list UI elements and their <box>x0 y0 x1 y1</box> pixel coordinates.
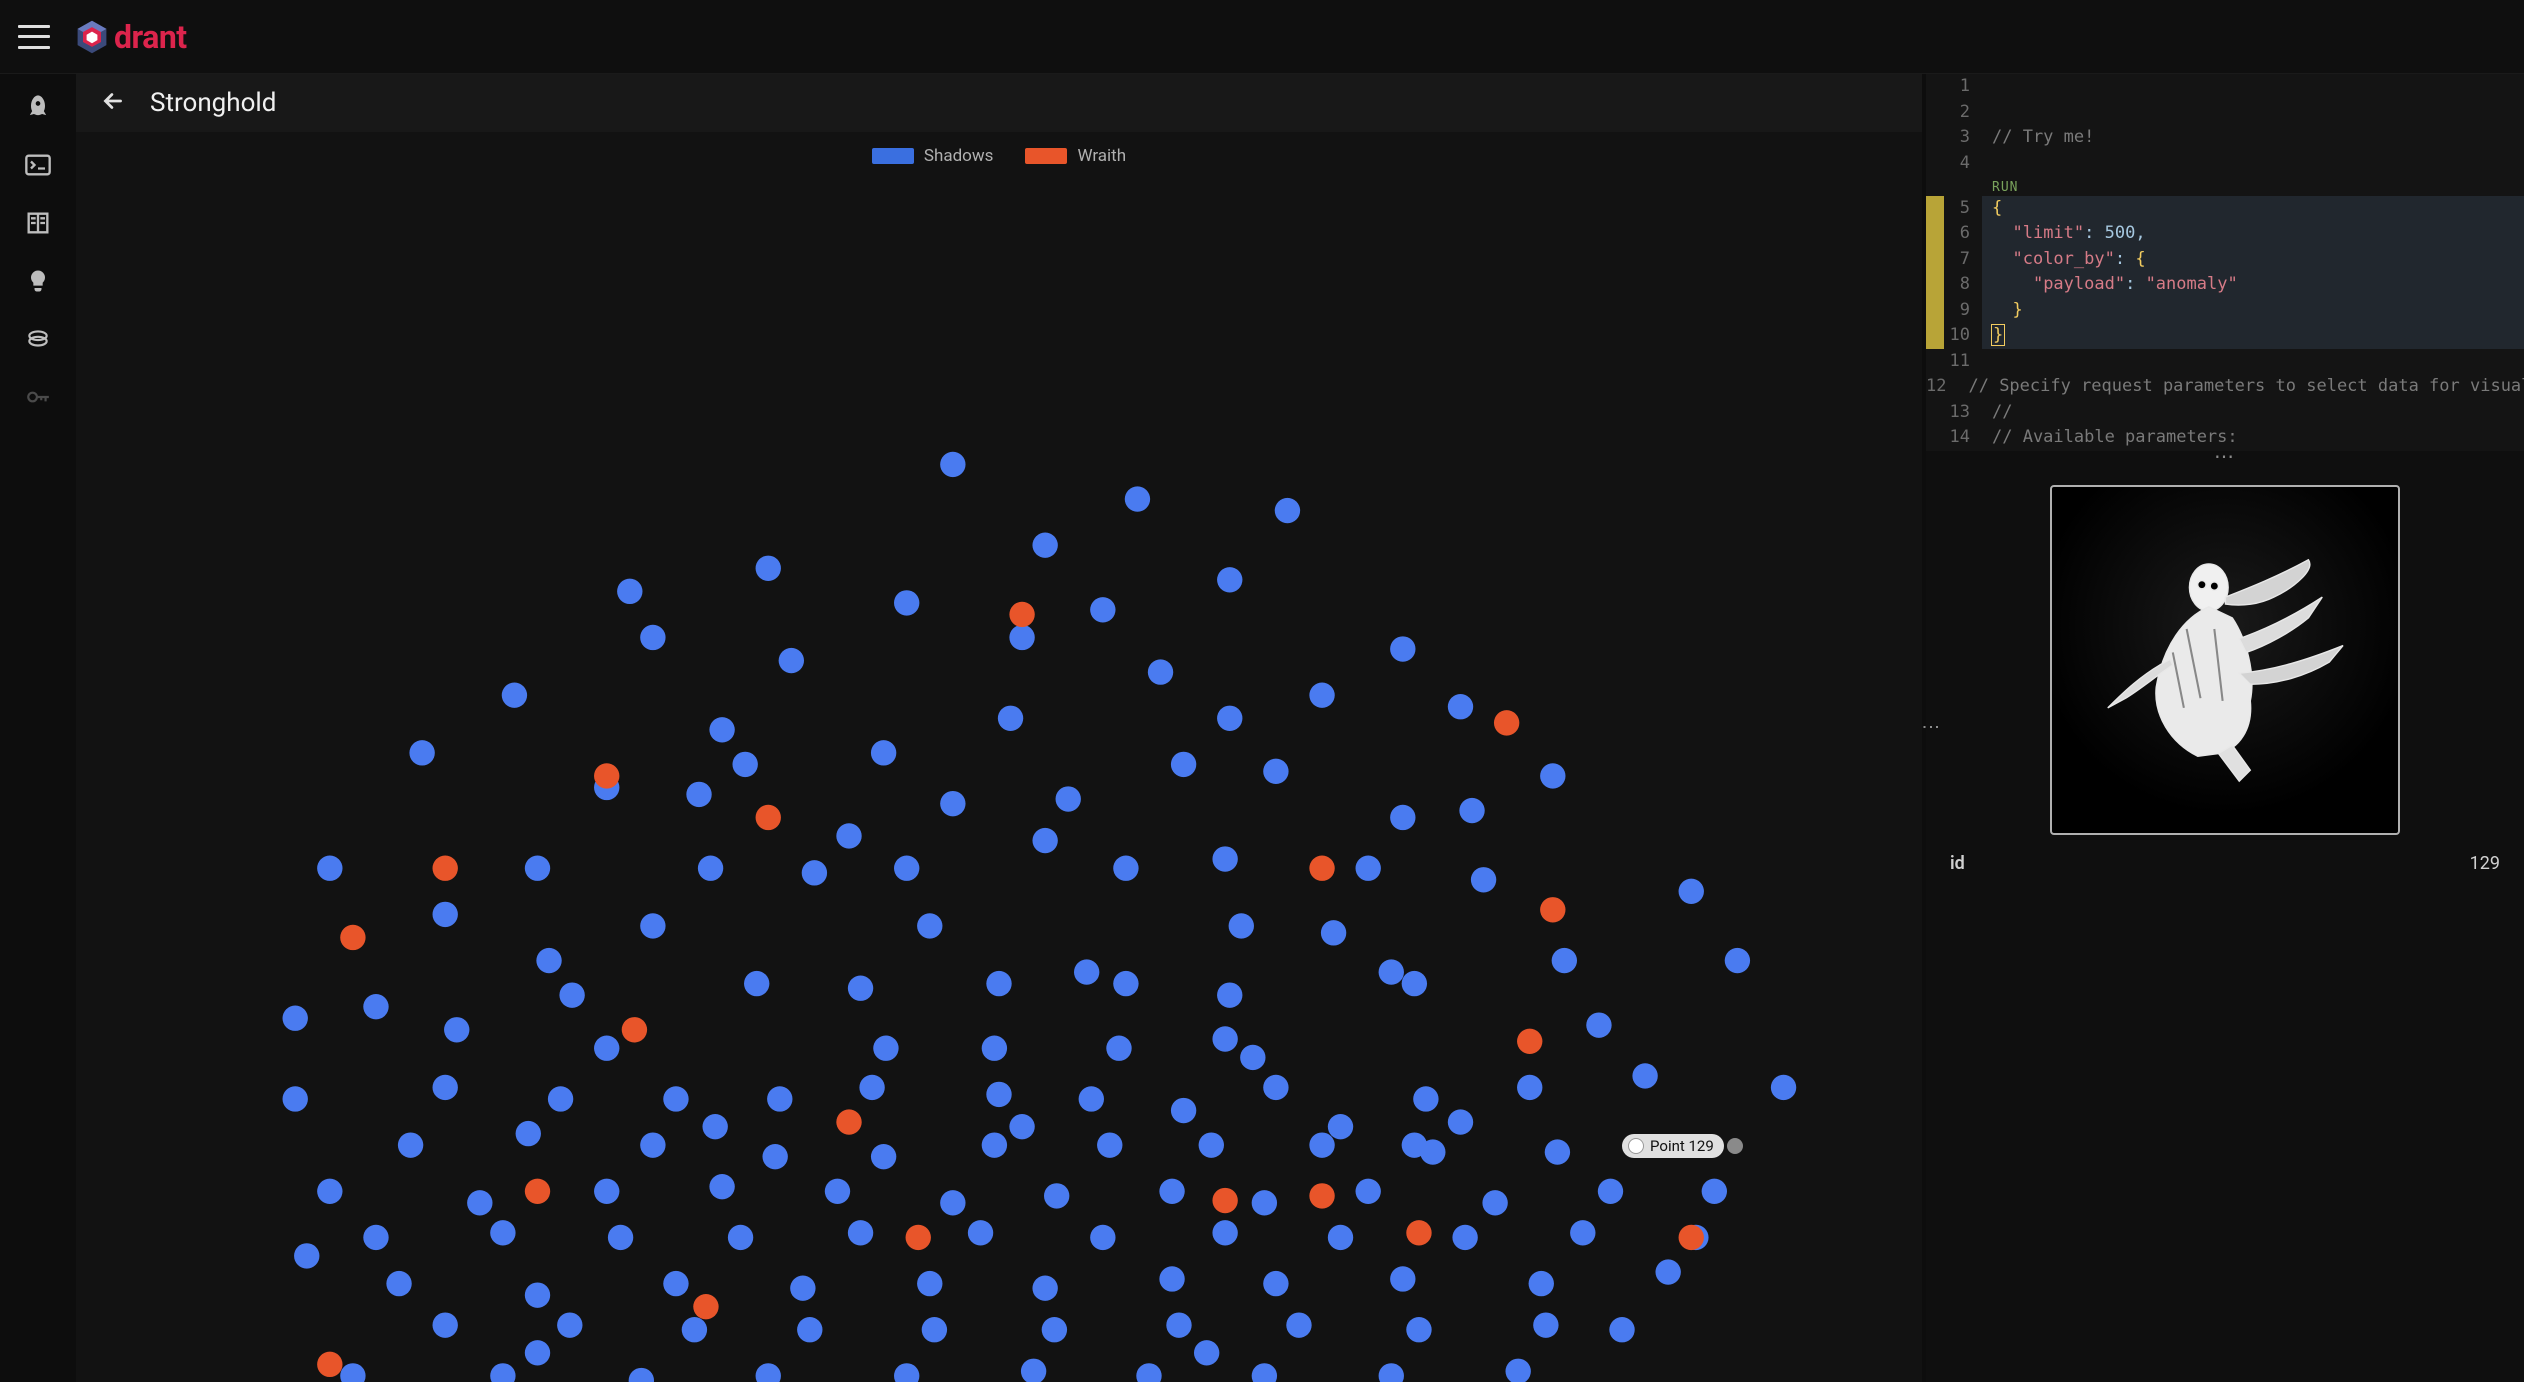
drag-handle-icon: ⋮ <box>1920 718 1941 738</box>
legend-item-wraith[interactable]: Wraith <box>1025 146 1126 166</box>
legend-swatch <box>1025 148 1067 164</box>
point-tooltip: Point 129 <box>1622 1134 1724 1158</box>
brand-name: drant <box>114 18 187 56</box>
key-icon[interactable] <box>23 382 53 412</box>
tooltip-label: Point 129 <box>1650 1137 1714 1155</box>
viz-header: Stronghold <box>76 74 1922 132</box>
detail-key: id <box>1950 853 1965 874</box>
content-split: Stronghold Shadows Wraith Point 12 <box>76 74 2524 1382</box>
detail-row-id: id 129 <box>1926 835 2524 874</box>
menu-icon[interactable] <box>18 25 50 49</box>
legend-swatch <box>872 148 914 164</box>
scatter-plot[interactable]: Point 129 <box>76 174 1922 1382</box>
horizontal-splitter[interactable]: ⋯ <box>1926 451 2524 461</box>
right-panel: 123// Try me!4RUN5{6 "limit": 500,7 "col… <box>1926 74 2524 1382</box>
code-editor[interactable]: 123// Try me!4RUN5{6 "limit": 500,7 "col… <box>1926 74 2524 451</box>
terminal-icon[interactable] <box>23 150 53 180</box>
logo-mark-icon <box>74 19 110 55</box>
page-title: Stronghold <box>150 88 276 118</box>
rocket-icon[interactable] <box>23 92 53 122</box>
brand-logo[interactable]: drant <box>74 18 187 56</box>
viz-panel: Stronghold Shadows Wraith Point 12 <box>76 74 1922 1382</box>
bulb-icon[interactable] <box>23 266 53 296</box>
top-bar: drant <box>0 0 2524 74</box>
app-root: drant <box>0 0 2524 1382</box>
book-icon[interactable] <box>23 208 53 238</box>
legend-label: Wraith <box>1077 146 1126 166</box>
layers-icon[interactable] <box>23 324 53 354</box>
back-arrow-icon[interactable] <box>100 88 126 118</box>
chart-legend: Shadows Wraith <box>76 132 1922 174</box>
legend-item-shadows[interactable]: Shadows <box>872 146 994 166</box>
vertical-splitter[interactable]: ⋮ <box>1922 74 1926 1382</box>
legend-label: Shadows <box>924 146 994 166</box>
main-area: Stronghold Shadows Wraith Point 12 <box>0 74 2524 1382</box>
preview-image <box>2050 485 2400 835</box>
detail-value: 129 <box>2470 853 2500 874</box>
point-preview: id 129 <box>1926 461 2524 1382</box>
nav-sidebar <box>0 74 76 1382</box>
